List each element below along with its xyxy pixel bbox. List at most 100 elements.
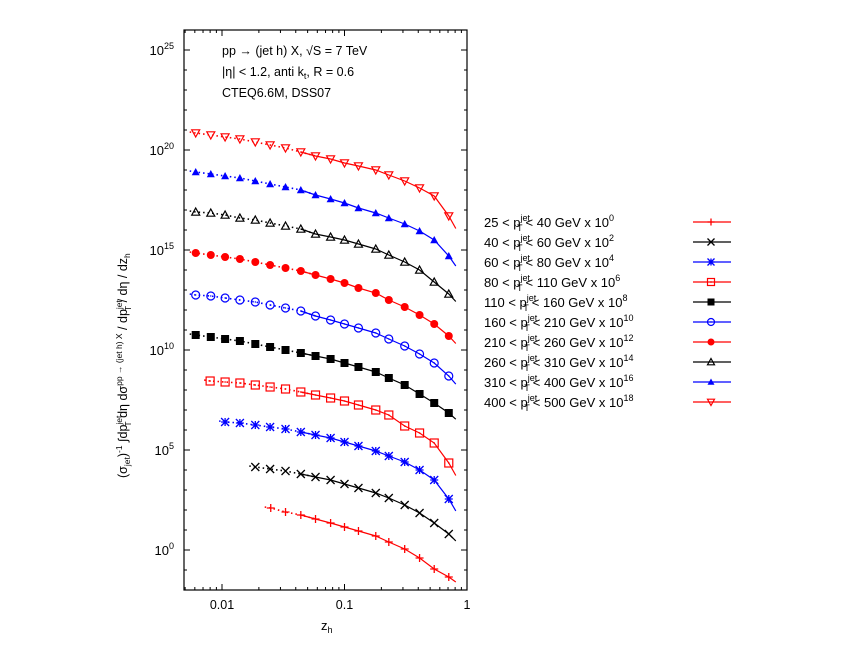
theory-curve-solid <box>300 473 457 542</box>
legend-label: 110 < pjet T < 160 GeV x 108 <box>484 293 628 313</box>
series-7 <box>189 206 457 302</box>
legend-item: 80 < pjet T < 110 GeV x 106 <box>484 273 731 293</box>
plus-marker-icon <box>430 565 439 573</box>
star-marker-icon <box>326 433 336 443</box>
filled-square-marker-icon <box>296 349 305 357</box>
x-tick-label: 0.01 <box>210 598 234 612</box>
legend-label: 80 < pjet T < 110 GeV x 106 <box>484 273 620 293</box>
series-0 <box>264 504 457 583</box>
svg-text:zh: zh <box>321 618 333 635</box>
open-circle-marker-icon <box>384 334 394 344</box>
filled-triangle-up-marker-icon <box>384 214 393 222</box>
open-triangle-up-marker-icon <box>353 238 364 248</box>
y-tick-label: 105 <box>155 441 174 458</box>
open-square-marker-icon <box>310 390 321 400</box>
open-circle-marker-icon <box>339 319 350 329</box>
star-marker-icon <box>311 430 320 440</box>
open-triangle-up-marker-icon <box>190 206 201 216</box>
open-triangle-up-marker-icon <box>706 357 716 366</box>
open-triangle-up-marker-icon <box>265 217 276 227</box>
filled-circle-marker-icon <box>400 303 409 311</box>
filled-square-marker-icon <box>371 368 380 376</box>
cross-marker-icon <box>265 464 275 474</box>
open-circle-marker-icon <box>206 291 216 301</box>
legend-label: 310 < pjet T < 400 GeV x 1016 <box>484 373 633 393</box>
open-triangle-down-marker-icon <box>706 398 716 407</box>
star-marker-icon <box>415 465 425 475</box>
filled-triangle-up-marker-icon <box>430 236 439 244</box>
filled-triangle-up-marker-icon <box>340 199 349 207</box>
star-marker-icon <box>340 437 349 447</box>
open-triangle-up-marker-icon <box>429 276 440 286</box>
open-circle-marker-icon <box>400 341 410 351</box>
filled-square-marker-icon <box>354 363 363 371</box>
cross-marker-icon <box>371 488 381 498</box>
legend-item: 160 < pjet T < 210 GeV x 1010 <box>484 313 731 333</box>
filled-square-marker-icon <box>281 346 290 354</box>
theory-curve-dotted <box>189 210 316 235</box>
theory-curve-solid <box>300 352 457 420</box>
filled-square-marker-icon <box>444 409 453 417</box>
open-square-marker-icon <box>384 410 394 420</box>
theory-curve-solid <box>300 431 457 512</box>
filled-circle-marker-icon <box>444 332 453 340</box>
cross-marker-icon <box>353 483 363 493</box>
legend-item: 25 < pjet T < 40 GeV x 100 <box>484 213 731 233</box>
star-marker-icon <box>429 475 439 485</box>
y-tick-label: 1010 <box>150 341 174 358</box>
open-triangle-down-marker-icon <box>205 131 216 141</box>
annotation-cuts-b: , R = 0.6 <box>306 65 354 79</box>
theory-curve-solid <box>300 391 457 476</box>
filled-circle-marker-icon <box>235 255 244 263</box>
open-triangle-up-marker-icon <box>310 228 321 238</box>
open-square-marker-icon <box>205 376 215 386</box>
series-6 <box>189 249 457 344</box>
legend-label: 160 < pjet T < 210 GeV x 1010 <box>484 313 633 333</box>
open-circle-marker-icon <box>235 295 245 305</box>
plus-marker-icon <box>707 218 715 226</box>
open-triangle-down-marker-icon <box>190 129 201 139</box>
legend-item: 400 < pjet T < 500 GeV x 1018 <box>484 393 731 413</box>
open-circle-marker-icon <box>414 349 425 359</box>
filled-square-marker-icon <box>235 337 244 345</box>
open-triangle-down-marker-icon <box>295 148 306 158</box>
series-3 <box>203 376 457 476</box>
plus-marker-icon <box>266 504 275 512</box>
star-marker-icon <box>265 422 275 432</box>
filled-triangle-up-marker-icon <box>221 172 230 180</box>
open-square-marker-icon <box>265 382 275 392</box>
cross-marker-icon <box>250 462 260 472</box>
filled-square-marker-icon <box>221 335 230 343</box>
annotation-cuts-sub: t <box>304 71 307 81</box>
open-triangle-down-marker-icon <box>265 141 276 151</box>
series-8 <box>189 168 457 267</box>
legend-item: 310 < pjet T < 400 GeV x 1016 <box>484 373 731 393</box>
filled-circle-marker-icon <box>251 258 260 266</box>
open-triangle-up-marker-icon <box>325 231 336 241</box>
theory-curve-solid <box>300 514 457 583</box>
open-square-marker-icon <box>325 393 336 403</box>
open-square-marker-icon <box>250 380 260 390</box>
theory-curve-dotted <box>189 131 316 157</box>
plus-marker-icon <box>340 523 349 531</box>
open-circle-marker-icon <box>325 315 336 325</box>
plus-marker-icon <box>415 554 424 562</box>
legend-item: 60 < pjet T < 80 GeV x 104 <box>484 253 731 273</box>
filled-triangle-up-marker-icon <box>400 220 409 228</box>
open-circle-marker-icon <box>429 358 439 368</box>
cross-marker-icon <box>296 469 306 479</box>
filled-circle-marker-icon <box>371 289 380 297</box>
cross-marker-icon <box>400 500 410 510</box>
open-circle-marker-icon <box>444 371 454 381</box>
filled-triangle-up-marker-icon <box>206 170 215 178</box>
open-triangle-down-marker-icon <box>250 138 261 148</box>
y-axis-label: (σjet)-1 ∫dpjetT dη dσpp → (jet h) X / d… <box>114 253 133 478</box>
cross-marker-icon <box>384 493 394 503</box>
plus-marker-icon <box>296 511 305 519</box>
x-tick-label: 0.1 <box>336 598 353 612</box>
annotation-process: pp → (jet h) X, √S = 7 TeV <box>222 44 368 58</box>
open-circle-marker-icon <box>191 290 201 300</box>
open-square-marker-icon <box>220 377 230 387</box>
filled-square-marker-icon <box>326 355 335 363</box>
filled-triangle-up-marker-icon <box>281 183 290 191</box>
